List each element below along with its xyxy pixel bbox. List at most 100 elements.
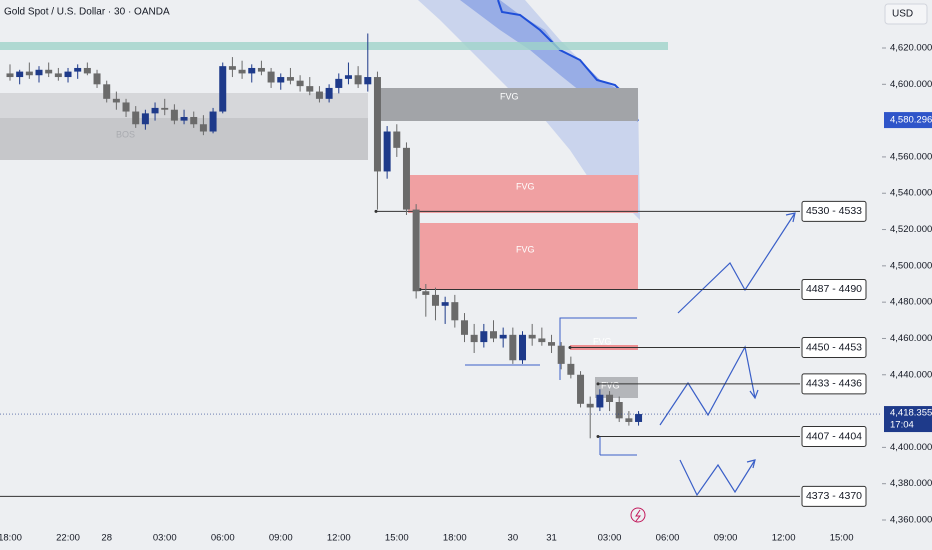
candle-body — [325, 87, 333, 99]
projections — [659, 212, 796, 497]
candle-body — [45, 69, 53, 74]
level-anchor — [568, 346, 572, 350]
candle-body — [577, 374, 585, 404]
level-box — [801, 425, 867, 447]
x-tick-label: 15:00 — [385, 533, 409, 544]
event-icon-bolt — [635, 509, 642, 522]
candle-body — [402, 147, 410, 210]
y-tick-label: 4,620.000 — [890, 43, 932, 54]
candle-body — [248, 67, 256, 74]
x-tick-label: 15:00 — [830, 533, 854, 544]
projection — [659, 345, 756, 426]
level-box — [801, 337, 867, 359]
countdown: 17:04 — [890, 420, 914, 431]
candle-body — [199, 124, 207, 132]
projection — [677, 212, 796, 314]
candle-body — [393, 131, 401, 148]
candle-body — [344, 75, 352, 79]
x-tick-label: 30 — [508, 533, 519, 544]
zone — [378, 88, 638, 121]
candle-body — [141, 113, 149, 125]
x-tick-label: 31 — [546, 533, 557, 544]
arrow-head — [749, 389, 759, 400]
candle-body — [548, 342, 556, 346]
arrow-head — [746, 459, 756, 469]
candle-body — [219, 66, 227, 112]
candle-body — [93, 73, 101, 85]
candle-body — [509, 334, 517, 361]
x-tick-label: 18:00 — [443, 533, 467, 544]
x-tick-label: 18:00 — [0, 533, 22, 544]
zone — [0, 42, 668, 50]
candle-body — [6, 73, 14, 78]
zone — [420, 223, 638, 290]
candle-body — [83, 67, 91, 74]
candle-body — [557, 345, 565, 364]
candle-body — [315, 91, 323, 99]
candle-body — [64, 71, 72, 78]
candle-body — [180, 116, 188, 121]
candle-body — [412, 209, 420, 292]
indicator-price-label: 4,580.296 — [890, 115, 932, 126]
level-box — [801, 278, 867, 300]
x-tick-label: 06:00 — [656, 533, 680, 544]
x-tick-label: 22:00 — [56, 533, 80, 544]
annotation: FVG — [593, 336, 612, 346]
y-tick-label: 4,460.000 — [890, 333, 932, 344]
y-tick-label: 4,440.000 — [890, 369, 932, 380]
candle-body — [441, 302, 449, 306]
zone — [408, 175, 638, 213]
candle-body — [635, 414, 643, 422]
currency-button[interactable] — [884, 3, 928, 25]
candle-body — [132, 111, 140, 125]
zone — [595, 377, 638, 398]
candle-body — [209, 111, 217, 132]
indicator-price-box — [884, 112, 932, 129]
candle-body — [238, 69, 246, 74]
annotation: FVG — [516, 244, 535, 254]
candle-body — [257, 67, 265, 72]
candle-body — [286, 77, 294, 81]
x-tick-label: 09:00 — [269, 533, 293, 544]
annotation: FVG — [516, 181, 535, 191]
annotation: FVG — [601, 380, 620, 390]
candle-body — [615, 402, 623, 419]
annotation: FVG — [500, 91, 519, 101]
y-tick-label: 4,380.000 — [890, 478, 932, 489]
candle-body — [54, 73, 62, 78]
candle-body — [625, 418, 633, 422]
candle-body — [528, 334, 536, 339]
candle-body — [122, 102, 130, 112]
x-tick-label: 03:00 — [153, 533, 177, 544]
candle-body — [470, 334, 478, 343]
candle-body — [190, 116, 198, 125]
y-tick-label: 4,600.000 — [890, 79, 932, 90]
x-tick-label: 12:00 — [327, 533, 351, 544]
level-anchor — [374, 209, 378, 213]
y-tick-label: 4,480.000 — [890, 297, 932, 308]
level-box — [801, 200, 867, 222]
level-label: 4407 - 4404 — [806, 430, 862, 442]
candle-body — [161, 107, 169, 110]
event-icon[interactable] — [630, 507, 646, 523]
candle-body — [431, 294, 439, 306]
projection — [679, 459, 756, 497]
currency[interactable]: USD — [892, 9, 913, 20]
candle-body — [373, 77, 381, 172]
candle-body — [451, 302, 459, 321]
level-anchor — [596, 382, 600, 386]
candle-body — [74, 67, 82, 72]
level-label: 4487 - 4490 — [806, 283, 862, 295]
annotation: BOS — [116, 129, 135, 139]
x-tick-label: 09:00 — [714, 533, 738, 544]
level-anchor — [596, 434, 600, 438]
candle-body — [335, 78, 343, 88]
candle-body — [383, 131, 391, 172]
candle-body — [519, 334, 527, 361]
arrow-head — [785, 212, 796, 223]
level-box — [801, 373, 867, 395]
candle-body — [354, 75, 362, 85]
level-label: 4433 - 4436 — [806, 378, 862, 390]
candle-body — [422, 291, 430, 295]
